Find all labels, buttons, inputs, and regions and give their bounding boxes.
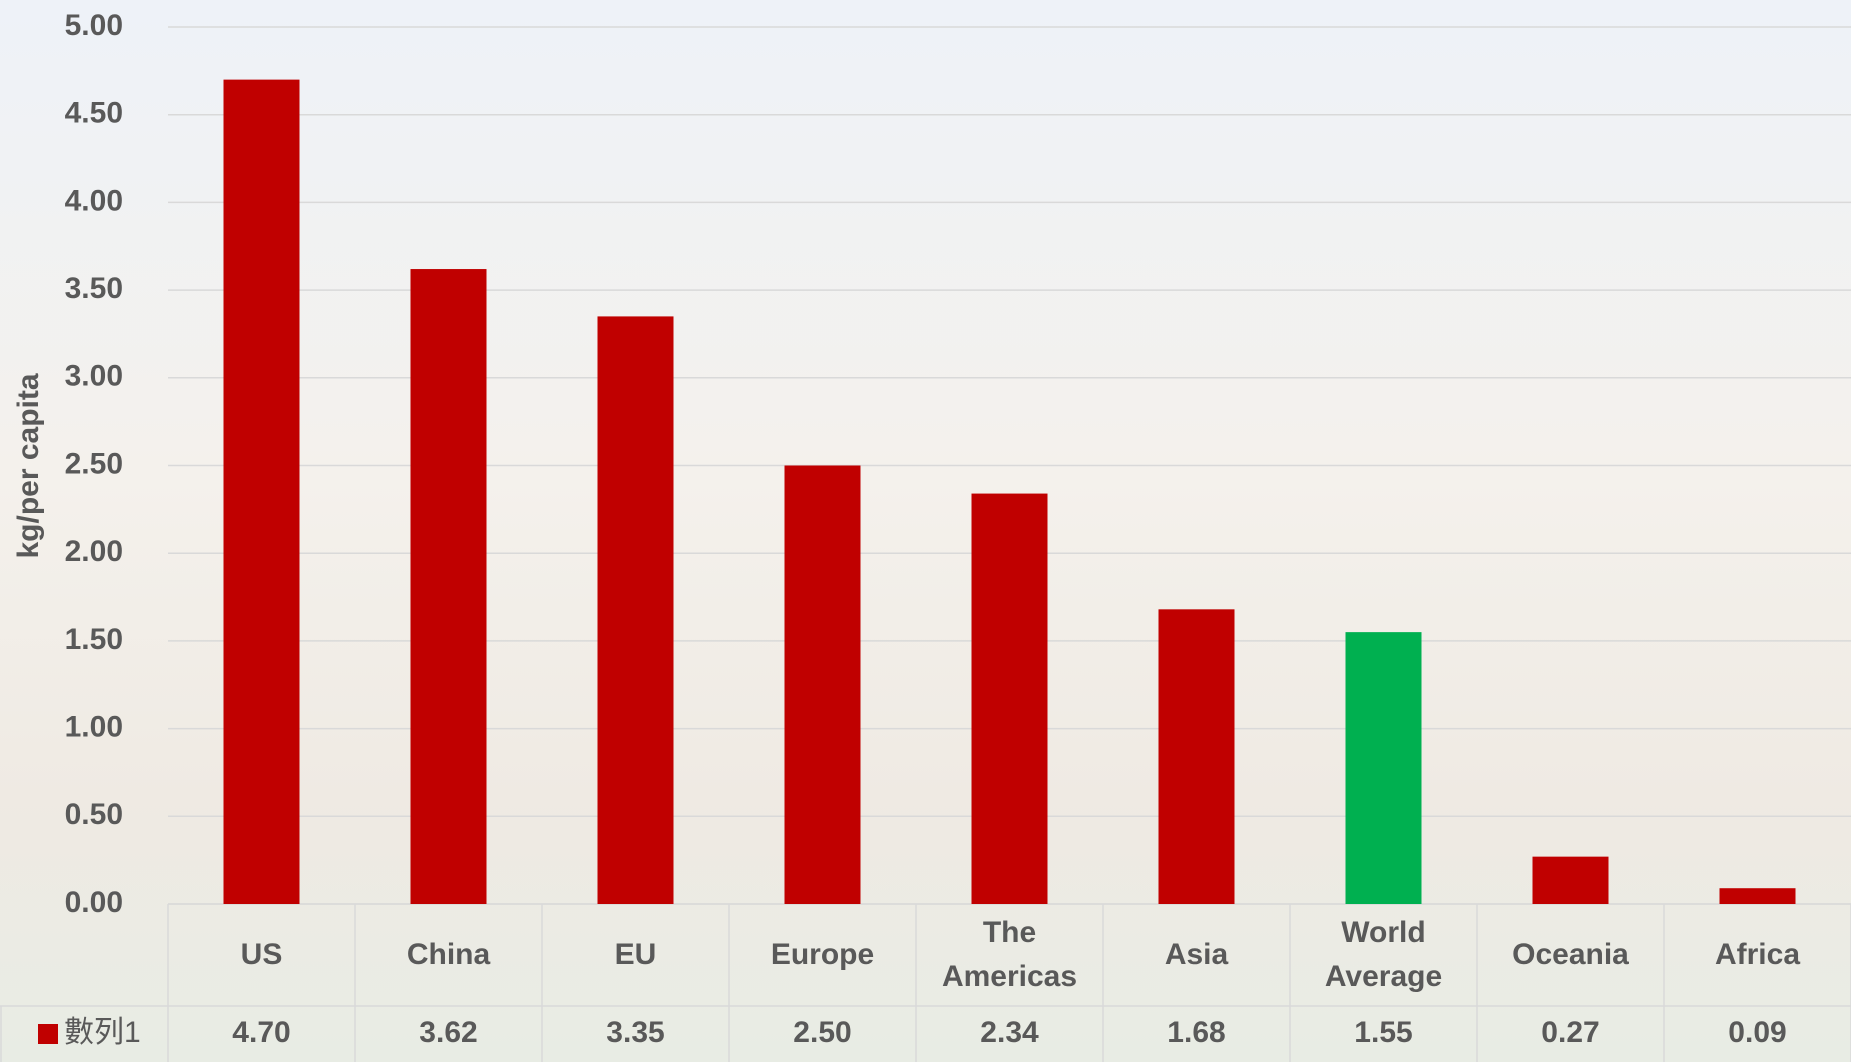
table-value: 1.68 [1167, 1016, 1225, 1049]
y-tick-label: 5.00 [65, 9, 123, 42]
y-axis-label: kg/per capita [12, 373, 45, 558]
bar [410, 269, 487, 904]
bar [1158, 609, 1235, 904]
y-tick-label: 0.50 [65, 798, 123, 831]
y-tick-label: 2.50 [65, 447, 123, 480]
y-tick-label: 4.50 [65, 97, 123, 130]
table-value: 4.70 [232, 1016, 290, 1049]
bar [971, 493, 1048, 904]
table-value: 2.50 [793, 1016, 851, 1049]
bar [597, 316, 674, 904]
legend-swatch [38, 1024, 58, 1044]
x-tick-label: Europe [770, 938, 875, 971]
bar [784, 465, 861, 904]
bar [1719, 888, 1796, 904]
table-value: 0.09 [1728, 1016, 1786, 1049]
legend-label: 數列1 [64, 1016, 141, 1049]
y-tick-label: 1.00 [65, 711, 123, 744]
y-tick-label: 3.00 [65, 360, 123, 393]
table-value: 1.55 [1354, 1016, 1412, 1049]
x-tick-label: US [240, 938, 283, 971]
table-value: 0.27 [1541, 1016, 1599, 1049]
y-tick-label: 1.50 [65, 623, 123, 656]
y-tick-label: 2.00 [65, 535, 123, 568]
bar [1532, 856, 1609, 904]
x-tick-label: World Average [1324, 916, 1443, 993]
x-tick-label: Oceania [1512, 938, 1629, 971]
bar [223, 79, 300, 905]
table-value: 3.62 [419, 1016, 477, 1049]
y-tick-label: 4.00 [65, 184, 123, 217]
y-tick-label: 3.50 [65, 272, 123, 305]
x-tick-label: The Americas [941, 916, 1078, 993]
table-value: 3.35 [606, 1016, 664, 1049]
table-value: 2.34 [980, 1016, 1039, 1049]
bar [1345, 632, 1422, 904]
x-tick-label: Asia [1164, 938, 1229, 971]
x-tick-label: Africa [1714, 938, 1801, 971]
y-tick-label: 0.00 [65, 886, 123, 919]
x-tick-label: EU [614, 938, 657, 971]
x-tick-label: China [406, 938, 491, 971]
